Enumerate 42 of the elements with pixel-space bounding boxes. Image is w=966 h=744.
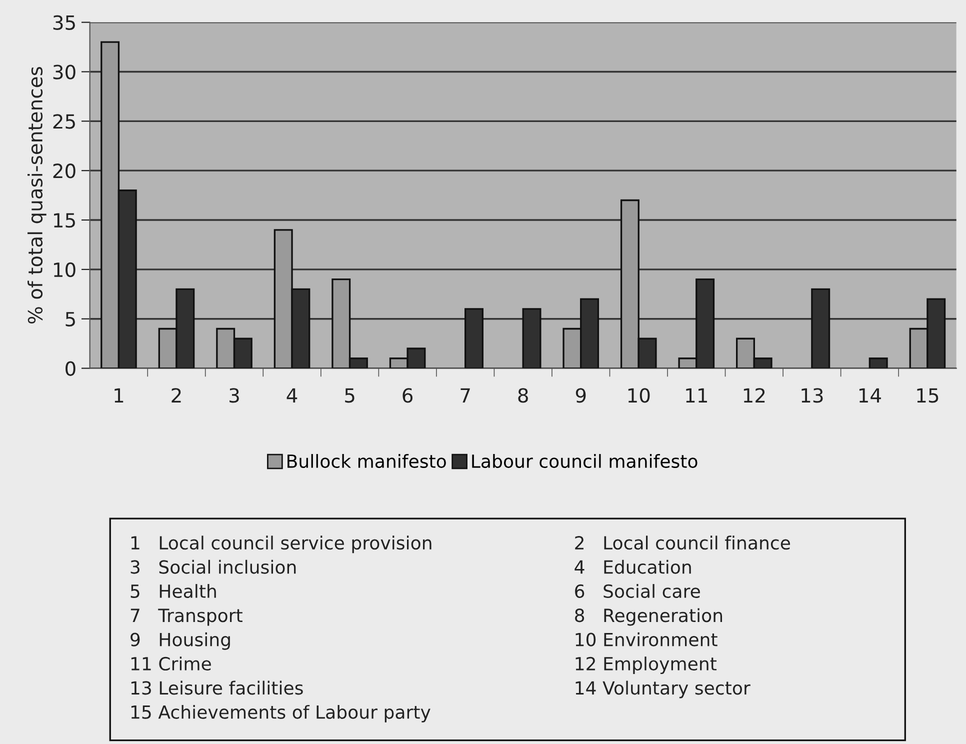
text: 10 Environment — [576, 632, 718, 646]
x-tick-label: 11 — [686, 388, 707, 402]
x-tick-label: 7 — [460, 388, 470, 402]
text: 13 Leisure facilities — [131, 680, 303, 695]
text: 5 Health — [130, 584, 216, 598]
text: 7 Transport — [130, 608, 242, 626]
y-tick-label: 15 — [54, 213, 75, 228]
x-tick-label: 8 — [518, 388, 528, 403]
y-tick-label: 20 — [53, 164, 76, 178]
x-tick-label: 5 — [345, 388, 354, 403]
bar — [868, 358, 888, 368]
x-tick-label: 1 — [114, 388, 124, 402]
text: 11 Crime — [131, 656, 211, 671]
text: 14 Voluntary sector — [576, 680, 750, 698]
text: 4 Education — [574, 560, 691, 574]
y-tick-label: 25 — [53, 114, 75, 129]
y-tick-label: 10 — [54, 262, 76, 278]
text: 6 Social care — [575, 584, 700, 598]
x-tick-label: 14 — [859, 388, 881, 402]
y-tick-label: 5 — [66, 312, 75, 327]
x-tick-label: 9 — [576, 388, 586, 403]
y-tick-label: 35 — [53, 15, 75, 30]
x-tick-label: 15 — [917, 388, 938, 403]
text: 15 Achievements of Labour party — [131, 704, 430, 722]
text: 8 Regeneration — [575, 608, 722, 626]
text: 3 Social inclusion — [130, 560, 296, 574]
x-tick-label: 2 — [172, 388, 181, 402]
text: 9 Housing — [130, 632, 230, 650]
y-axis-title: % of total quasi-sentences — [28, 67, 46, 324]
legend-label: Labour council manifesto — [472, 454, 698, 468]
x-tick-label: 6 — [402, 388, 413, 403]
text: 2 Local council finance — [575, 536, 790, 550]
text: 12 Employment — [576, 656, 717, 674]
x-tick-label: 12 — [744, 388, 765, 402]
x-tick-label: 13 — [802, 388, 823, 403]
x-tick-label: 10 — [628, 388, 650, 403]
y-tick-label: 30 — [53, 64, 76, 80]
x-tick-label: 3 — [230, 388, 239, 403]
x-tick-label: 4 — [286, 388, 298, 402]
legend-label: Bullock manifesto — [288, 454, 446, 468]
y-tick-label: 0 — [66, 361, 76, 376]
text: 1 Local council service provision — [131, 536, 432, 554]
